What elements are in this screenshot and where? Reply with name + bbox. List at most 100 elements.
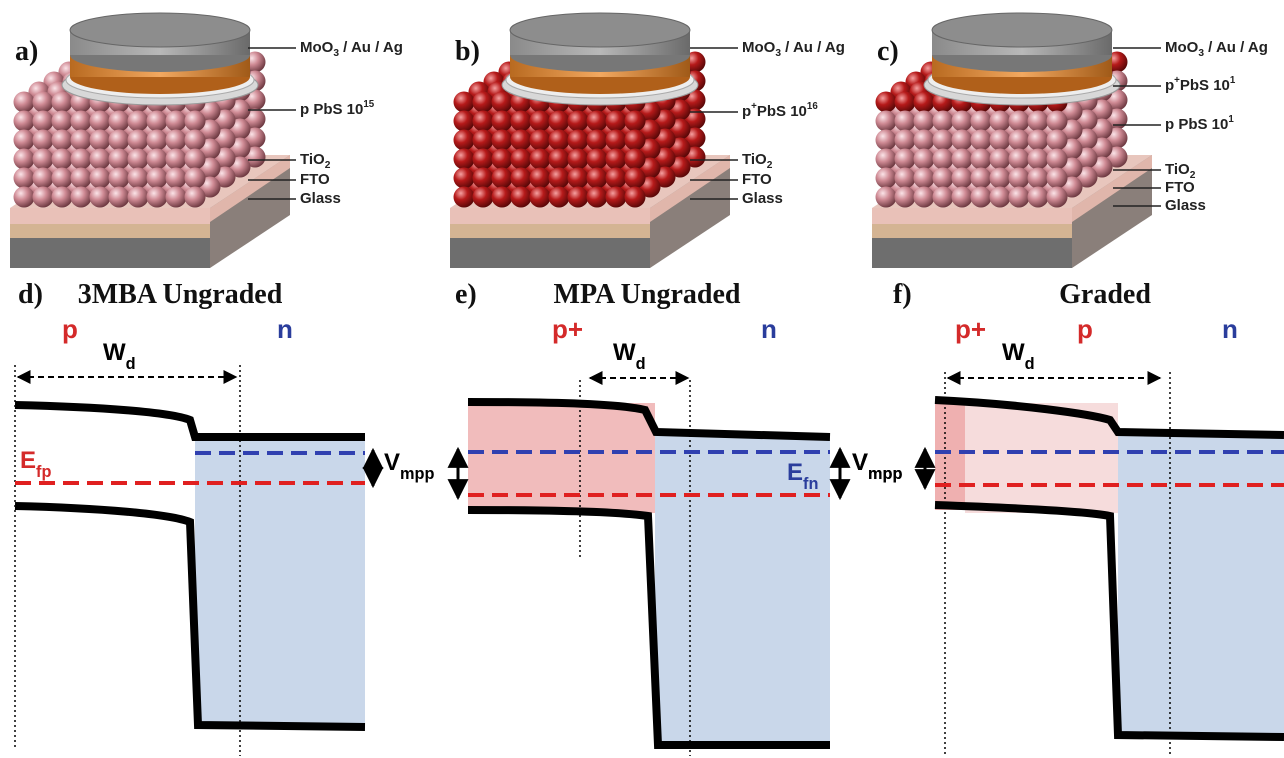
nanocrystal — [454, 187, 475, 208]
nanocrystal — [71, 168, 92, 189]
nanocrystal — [147, 130, 168, 151]
nanocrystal — [876, 130, 897, 151]
glass-layer — [10, 238, 210, 268]
nanocrystal — [876, 111, 897, 132]
nanocrystal — [914, 111, 935, 132]
nanocrystal — [876, 92, 897, 113]
nanocrystal — [606, 130, 627, 151]
nanocrystal — [109, 149, 130, 170]
sub-part: 2 — [325, 160, 331, 171]
text-part: FTO — [300, 171, 330, 188]
text-part: Glass — [1165, 197, 1206, 214]
nanocrystal — [914, 149, 935, 170]
nanocrystal — [147, 168, 168, 189]
text-part: E — [20, 447, 36, 474]
nanocrystal — [185, 168, 206, 189]
nanocrystal — [33, 168, 54, 189]
sup-part: 16 — [807, 101, 818, 112]
text-part: MoO — [742, 39, 776, 56]
nanocrystal — [587, 130, 608, 151]
sub-part: d — [1025, 355, 1035, 373]
layer-label: p+PbS 101 — [1165, 75, 1236, 94]
layer-label: MoO3 / Au / Ag — [1165, 39, 1268, 59]
nanocrystal — [568, 111, 589, 132]
text-part: / Au / Ag — [781, 39, 845, 56]
nanocrystal — [587, 149, 608, 170]
panel-label: e) — [455, 279, 477, 310]
layer-label: TiO2 — [742, 151, 773, 171]
nanocrystal — [473, 187, 494, 208]
fto-layer — [872, 224, 1072, 238]
nanocrystal — [511, 130, 532, 151]
nanocrystal — [109, 168, 130, 189]
fto-layer — [450, 224, 650, 238]
nanocrystal — [952, 187, 973, 208]
nanocrystal — [128, 187, 149, 208]
nanocrystal — [1047, 168, 1068, 189]
nanocrystal — [971, 149, 992, 170]
layer-label: FTO — [1165, 179, 1195, 196]
text-part: PbS 10 — [757, 103, 807, 120]
sub-part: d — [636, 355, 646, 373]
nanocrystal — [52, 187, 73, 208]
diagram-title: 3MBA Ungraded — [78, 279, 283, 310]
region-label: n — [761, 314, 777, 344]
panel-label: b) — [455, 36, 480, 67]
nanocrystal — [990, 111, 1011, 132]
nanocrystal — [14, 130, 35, 151]
nanocrystal — [990, 130, 1011, 151]
nanocrystal — [914, 187, 935, 208]
nanocrystal — [876, 149, 897, 170]
sup-part: 1 — [1230, 75, 1236, 86]
nanocrystal — [1009, 187, 1030, 208]
nanocrystal — [90, 130, 111, 151]
nanocrystal — [606, 111, 627, 132]
nanocrystal — [530, 168, 551, 189]
moo3-top — [932, 13, 1112, 47]
nanocrystal — [33, 187, 54, 208]
nanocrystal — [933, 130, 954, 151]
voltage-label: Vmpp — [852, 449, 902, 483]
layer-label: Glass — [742, 190, 783, 207]
nanocrystal — [1028, 130, 1049, 151]
nanocrystal — [895, 149, 916, 170]
moo3-top — [510, 13, 690, 47]
nanocrystal — [185, 111, 206, 132]
fermi-label: Efp — [20, 447, 51, 481]
glass-layer — [872, 238, 1072, 268]
voltage-label: Vmpp — [384, 449, 434, 483]
nanocrystal — [914, 92, 935, 113]
region-label: p — [62, 314, 78, 344]
region-fill — [935, 400, 965, 510]
sub-part: 2 — [767, 160, 773, 171]
layer-label: FTO — [742, 171, 772, 188]
nanocrystal — [52, 111, 73, 132]
nanocrystal — [1047, 187, 1068, 208]
nanocrystal — [587, 187, 608, 208]
nanocrystal — [606, 187, 627, 208]
nanocrystal — [128, 168, 149, 189]
region-fill — [1118, 432, 1284, 737]
layer-label: MoO3 / Au / Ag — [300, 39, 403, 59]
nanocrystal — [952, 149, 973, 170]
nanocrystal — [511, 168, 532, 189]
text-part: / Au / Ag — [339, 39, 403, 56]
sup-part: 1 — [1228, 114, 1234, 125]
nanocrystal — [166, 130, 187, 151]
nanocrystal — [1009, 168, 1030, 189]
text-part: PbS 10 — [1180, 77, 1230, 94]
depletion-label: Wd — [613, 339, 646, 373]
nanocrystal — [33, 130, 54, 151]
nanocrystal — [587, 168, 608, 189]
layer-label: Glass — [300, 190, 341, 207]
nanocrystal — [1009, 149, 1030, 170]
text-part: W — [103, 339, 126, 366]
nanocrystal — [971, 130, 992, 151]
nanocrystal — [549, 149, 570, 170]
nanocrystal — [1028, 149, 1049, 170]
nanocrystal — [971, 168, 992, 189]
nanocrystal — [147, 187, 168, 208]
nanocrystal — [625, 187, 646, 208]
nanocrystal — [52, 168, 73, 189]
sub-part: fp — [36, 463, 51, 481]
